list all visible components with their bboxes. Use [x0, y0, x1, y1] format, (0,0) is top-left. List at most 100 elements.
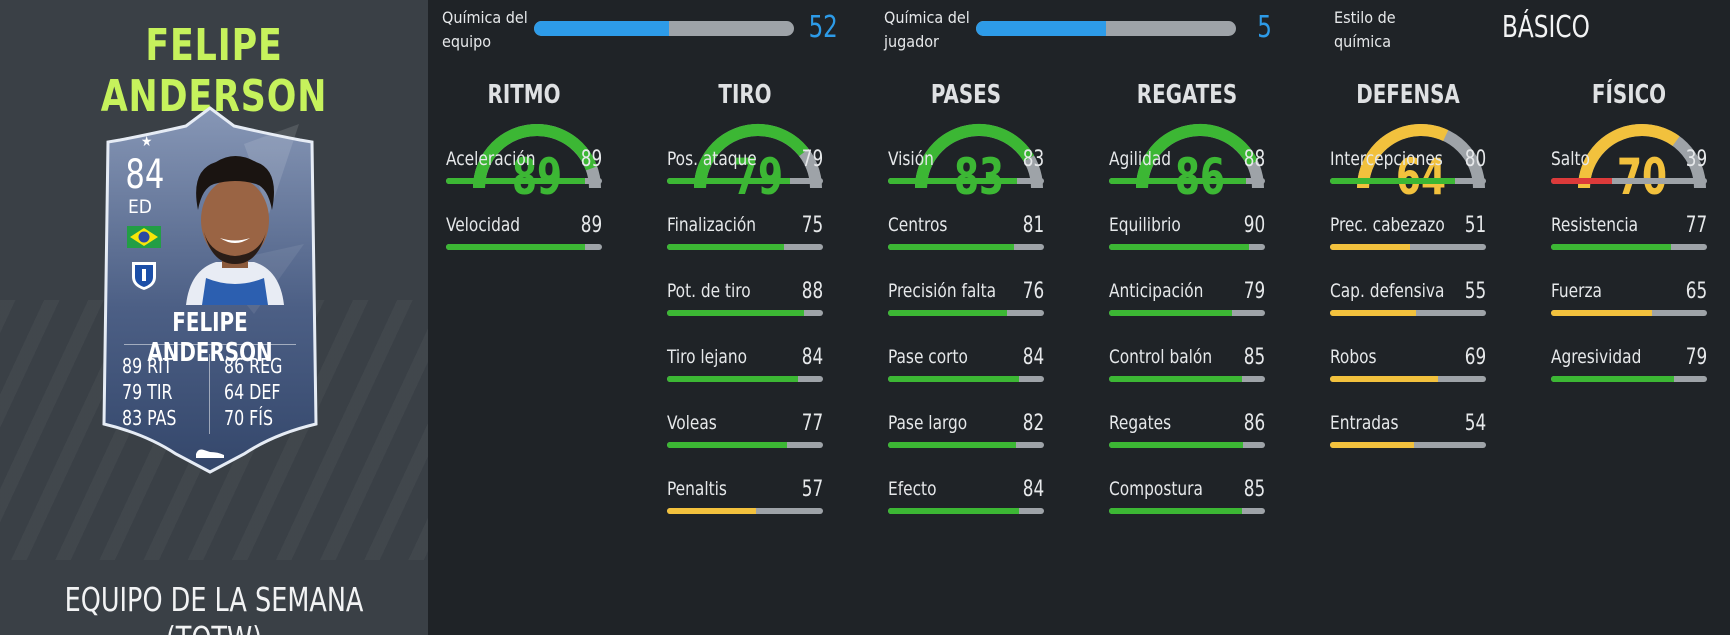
- team-chemistry-fill: [534, 21, 670, 36]
- stat-bar: [1551, 376, 1707, 382]
- chemistry-style-value[interactable]: BÁSICO: [1502, 10, 1590, 45]
- group-value: 64: [1395, 148, 1447, 206]
- team-chemistry-bar: [534, 21, 794, 36]
- group-name: PASES: [930, 80, 1002, 110]
- stat-bar-fill: [1551, 376, 1675, 382]
- stat-bar: [1330, 376, 1486, 382]
- stat-value: 83: [1022, 147, 1044, 172]
- stat-bar: [1330, 178, 1486, 184]
- stat-label: Prec. cabezazo: [1330, 214, 1445, 236]
- gauge-fill: [1136, 124, 1258, 189]
- gauge-fill: [694, 124, 809, 189]
- stat-label: Fuerza: [1551, 280, 1602, 302]
- stat-value: 77: [801, 411, 823, 436]
- stat-intercepciones: Intercepciones 80: [1330, 147, 1486, 188]
- stat-value: 77: [1685, 213, 1707, 238]
- stat-bar-fill: [888, 178, 1018, 184]
- gauge-fill: [1578, 124, 1680, 189]
- stat-value: 88: [1243, 147, 1265, 172]
- stat-voleas: Voleas 77: [667, 411, 823, 452]
- card-divider-line: [124, 344, 296, 345]
- stat-bar-fill: [667, 178, 791, 184]
- stat-bar: [446, 178, 602, 184]
- stat-value: 85: [1243, 345, 1265, 370]
- stat-value: 80: [1464, 147, 1486, 172]
- card-stat-pas: 83 PAS: [122, 406, 177, 430]
- stat-efecto: Efecto 84: [888, 477, 1044, 518]
- group-name: FÍSICO: [1591, 80, 1667, 110]
- stat-value: 82: [1022, 411, 1044, 436]
- stat-value: 84: [1022, 345, 1044, 370]
- stat-label: Precisión falta: [888, 280, 997, 302]
- stat-value: 69: [1464, 345, 1486, 370]
- stat-bar-fill: [1330, 310, 1416, 316]
- stat-value: 79: [1243, 279, 1265, 304]
- stat-label: Anticipación: [1109, 280, 1204, 302]
- stat-label: Pase largo: [888, 412, 968, 434]
- stat-label: Robos: [1330, 346, 1377, 368]
- stat-label: Velocidad: [446, 214, 521, 236]
- stat-bar: [667, 310, 823, 316]
- card-stat-tir: 79 TIR: [122, 380, 173, 404]
- stat-bar: [888, 442, 1044, 448]
- stat-value: 79: [1685, 345, 1707, 370]
- stat-label: Pot. de tiro: [667, 280, 751, 302]
- stat-label: Salto: [1551, 148, 1590, 170]
- stat-bar: [667, 244, 823, 250]
- stat-bar-fill: [1330, 376, 1438, 382]
- group-name: DEFENSA: [1356, 80, 1460, 110]
- stat-value: 84: [801, 345, 823, 370]
- group-gauge: [915, 124, 1043, 189]
- stat-bar-fill: [888, 508, 1020, 514]
- stat-bar-fill: [667, 442, 788, 448]
- stat-bar-fill: [1551, 178, 1612, 184]
- stat-value: 86: [1243, 411, 1265, 436]
- player-card[interactable]: ★ 84 ED FELIPE ANDERSON 89 RIT 79 TIR 83…: [94, 104, 326, 476]
- stat-bar-fill: [1109, 178, 1247, 184]
- stat-bar: [667, 178, 823, 184]
- stat-bar: [446, 244, 602, 250]
- stat-label: Agilidad: [1109, 148, 1172, 170]
- card-stat-def: 64 DEF: [224, 380, 281, 404]
- stat-aceleracion: Aceleración 89: [446, 147, 602, 188]
- stat-label: Pos. ataque: [667, 148, 757, 170]
- stat-bar: [667, 508, 823, 514]
- stat-label: Centros: [888, 214, 948, 236]
- group-gauge: [1357, 124, 1485, 189]
- stat-label: Pase corto: [888, 346, 968, 368]
- stat-value: 81: [1022, 213, 1044, 238]
- stat-bar-fill: [1330, 244, 1410, 250]
- stat-bar: [888, 244, 1044, 250]
- stat-label: Resistencia: [1551, 214, 1639, 236]
- stat-label: Regates: [1109, 412, 1172, 434]
- stat-robos: Robos 69: [1330, 345, 1486, 386]
- card-stat-fis: 70 FÍS: [224, 406, 274, 430]
- stat-label: Cap. defensiva: [1330, 280, 1445, 302]
- card-rating: 84: [125, 152, 165, 198]
- card-stat-rit: 89 RIT: [122, 354, 173, 378]
- stat-bar-fill: [888, 310, 1007, 316]
- player-name: FELIPE ANDERSON: [100, 20, 328, 122]
- card-stat-reg: 86 REG: [224, 354, 283, 378]
- stat-bar-fill: [1109, 508, 1242, 514]
- group-value: 79: [732, 148, 784, 206]
- stat-bar-fill: [888, 244, 1015, 250]
- stat-bar-fill: [667, 376, 799, 382]
- stat-value: 85: [1243, 477, 1265, 502]
- stat-bar: [1109, 508, 1265, 514]
- stat-pase-largo: Pase largo 82: [888, 411, 1044, 452]
- stat-label: Control balón: [1109, 346, 1213, 368]
- gauge-fill: [915, 124, 1035, 189]
- brazil-flag-icon: [127, 226, 161, 248]
- stat-bar: [888, 376, 1044, 382]
- stat-label: Tiro lejano: [667, 346, 748, 368]
- stat-bar: [1551, 178, 1707, 184]
- stat-bar-fill: [1109, 376, 1242, 382]
- card-position: ED: [128, 196, 152, 218]
- stat-bar: [667, 442, 823, 448]
- stat-label: Efecto: [888, 478, 937, 500]
- stat-label: Intercepciones: [1330, 148, 1443, 170]
- stat-bar-fill: [446, 244, 585, 250]
- stat-control-balon: Control balón 85: [1109, 345, 1265, 386]
- stat-bar-fill: [1330, 442, 1415, 448]
